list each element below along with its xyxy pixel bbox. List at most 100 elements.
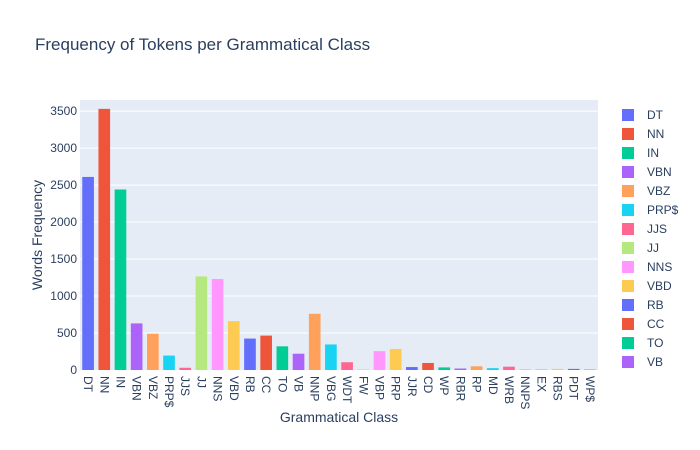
legend-swatch	[622, 242, 634, 254]
legend-item[interactable]: JJ	[622, 241, 659, 255]
bar-dt[interactable]	[82, 176, 94, 370]
y-axis-title: Words Frequency	[29, 180, 45, 290]
bar-vbg[interactable]	[325, 344, 337, 370]
legend-label: VBD	[647, 279, 672, 293]
y-tick-label: 1500	[50, 252, 77, 266]
legend-item[interactable]: PRP$	[622, 203, 679, 217]
bar-pdt[interactable]	[567, 368, 580, 370]
x-tick-label: WP	[437, 376, 451, 395]
legend-swatch	[622, 223, 634, 235]
bar-vbn[interactable]	[130, 323, 143, 370]
x-tick-label: IN	[113, 376, 127, 388]
y-tick-label: 1000	[50, 289, 77, 303]
bar-nns[interactable]	[211, 279, 224, 370]
legend-label: DT	[647, 108, 664, 122]
bar-to[interactable]	[276, 346, 289, 370]
bar-prp[interactable]	[389, 348, 402, 370]
bar-wp[interactable]	[438, 367, 451, 370]
bar-jj[interactable]	[195, 276, 208, 370]
legend-swatch	[622, 128, 634, 140]
legend-item[interactable]: RB	[622, 298, 664, 312]
x-tick-label: RBS	[551, 376, 565, 401]
legend: DT NN IN VBN VBZ PRP$ JJS JJ NNS VBD RB CC TO VB	[622, 108, 679, 369]
legend-label: NN	[647, 127, 664, 141]
bar-vb[interactable]	[292, 353, 305, 370]
bar-nnp[interactable]	[308, 313, 321, 370]
legend-item[interactable]: NNS	[622, 260, 672, 274]
legend-swatch	[622, 261, 634, 273]
x-tick-label: WP$	[583, 376, 597, 402]
x-tick-label: PRP	[389, 376, 403, 401]
legend-swatch	[622, 109, 634, 121]
legend-item[interactable]: VB	[622, 355, 663, 369]
legend-item[interactable]: VBD	[622, 279, 672, 293]
legend-item[interactable]: JJS	[622, 222, 667, 236]
y-tick-label: 3000	[50, 141, 77, 155]
x-tick-label: MD	[486, 376, 500, 395]
bar-rbs[interactable]	[551, 368, 564, 370]
x-tick-label: CC	[259, 376, 273, 394]
bar-vbd[interactable]	[227, 321, 240, 370]
x-tick-label: VBZ	[146, 376, 160, 399]
legend-item[interactable]: TO	[622, 336, 663, 350]
legend-label: NNS	[647, 260, 672, 274]
bar-jjr[interactable]	[406, 367, 418, 370]
bar-jjs[interactable]	[179, 367, 192, 370]
legend-item[interactable]: CC	[622, 317, 665, 331]
bar-ex[interactable]	[535, 369, 548, 370]
x-tick-label: PRP$	[162, 376, 176, 408]
bar-cd[interactable]	[422, 362, 434, 370]
bar-rbr[interactable]	[454, 368, 467, 370]
legend-label: VBN	[647, 165, 672, 179]
bar-nnps[interactable]	[519, 369, 531, 370]
bar-wdt[interactable]	[341, 362, 353, 370]
legend-swatch	[622, 166, 634, 178]
bar-md[interactable]	[486, 368, 499, 370]
bar-rp[interactable]	[470, 366, 483, 370]
x-tick-label: WDT	[340, 376, 354, 404]
x-tick-label: VBP	[372, 376, 386, 400]
legend-label: RB	[647, 298, 664, 312]
legend-label: VBZ	[647, 184, 670, 198]
legend-swatch	[622, 204, 634, 216]
bar-nn[interactable]	[98, 108, 111, 370]
bar-wrb[interactable]	[503, 366, 515, 370]
x-tick-label: TO	[275, 376, 289, 392]
x-tick-label: JJ	[194, 376, 208, 388]
bar-in[interactable]	[114, 189, 127, 370]
y-tick-label: 2500	[50, 178, 77, 192]
legend-label: TO	[647, 336, 663, 350]
legend-item[interactable]: IN	[622, 146, 659, 160]
legend-item[interactable]: DT	[622, 108, 664, 122]
bar-vbp[interactable]	[373, 351, 386, 370]
x-tick-label: PDT	[567, 376, 581, 401]
legend-swatch	[622, 185, 634, 197]
legend-swatch	[622, 337, 634, 349]
legend-item[interactable]: VBZ	[622, 184, 670, 198]
bar-rb[interactable]	[244, 338, 256, 370]
legend-item[interactable]: NN	[622, 127, 664, 141]
bar-fw[interactable]	[357, 369, 370, 370]
bar-prp-dollar[interactable]	[163, 355, 175, 370]
y-tick-label: 0	[70, 363, 77, 377]
x-tick-label: FW	[356, 376, 370, 395]
gridlines	[80, 110, 598, 334]
x-tick-label: EX	[534, 376, 548, 392]
x-tick-labels: DT NN IN VBN VBZ PRP$ JJS JJ NNS VBD RB CC TO VB NNP VB…	[81, 376, 597, 409]
legend-item[interactable]: VBN	[622, 165, 672, 179]
legend-swatch	[622, 299, 634, 311]
x-tick-label: VBN	[130, 376, 144, 401]
plot-background	[80, 100, 598, 370]
y-tick-label: 3500	[50, 104, 77, 118]
y-tick-label: 500	[57, 326, 77, 340]
legend-label: JJS	[647, 222, 667, 236]
x-tick-label: VBD	[227, 376, 241, 401]
bar-cc[interactable]	[260, 335, 272, 370]
x-tick-label: RBR	[453, 376, 467, 402]
bar-vbz[interactable]	[147, 333, 159, 370]
x-tick-label: JJR	[405, 376, 419, 397]
bars	[82, 108, 596, 370]
x-tick-label: NN	[97, 376, 111, 393]
